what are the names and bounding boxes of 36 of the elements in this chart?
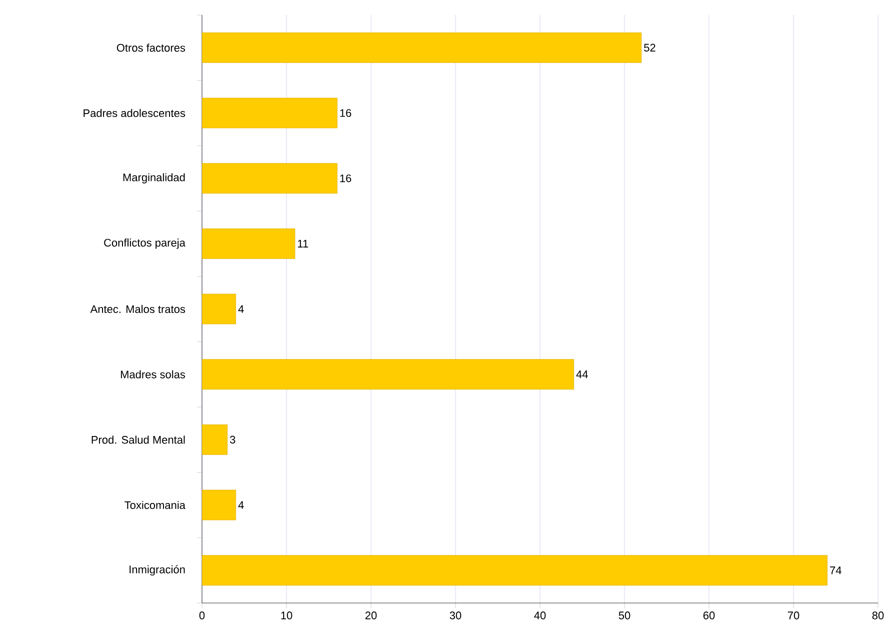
x-tick-label: 50: [618, 612, 630, 620]
x-tick-label: 40: [534, 612, 546, 620]
data-label: 74: [830, 566, 842, 574]
bar: [202, 163, 338, 194]
data-label: 11: [298, 240, 308, 248]
x-tick-label: 20: [365, 612, 377, 620]
y-tick-label: Inmigración: [130, 565, 185, 576]
x-tick-label: 30: [450, 612, 462, 620]
y-tick-label: Prod. Salud Mental: [92, 436, 185, 444]
bar: [202, 32, 642, 63]
y-tick-label: Antec. Malos tratos: [90, 304, 186, 314]
x-tick-label: 60: [703, 612, 715, 620]
data-label: 44: [576, 370, 588, 378]
y-tick-label: Marginalidad: [123, 173, 185, 184]
x-tick-label: 10: [281, 612, 292, 620]
y-tick-label: Conflictos pareja: [104, 238, 186, 249]
y-tick-label: Toxicomania: [124, 500, 186, 510]
x-tick-label: 80: [872, 612, 884, 620]
x-tick-label: 70: [788, 612, 800, 620]
bar: [202, 359, 574, 390]
data-label: 4: [238, 305, 244, 313]
y-tick-label: Otros factores: [116, 44, 186, 52]
bar: [202, 490, 236, 520]
data-label: 4: [238, 501, 244, 509]
bar: [202, 228, 296, 259]
bar: [202, 555, 828, 586]
data-label: 16: [340, 109, 352, 117]
data-label: 52: [644, 44, 656, 52]
x-tick-label: 0: [199, 612, 205, 620]
bar: [202, 424, 228, 455]
data-label: 3: [230, 436, 236, 444]
y-tick-label: Padres adolescentes: [84, 108, 186, 118]
y-tick-label: Madres solas: [120, 370, 186, 378]
bar: [202, 98, 338, 128]
bar: [202, 294, 236, 324]
data-label: 16: [340, 174, 352, 182]
